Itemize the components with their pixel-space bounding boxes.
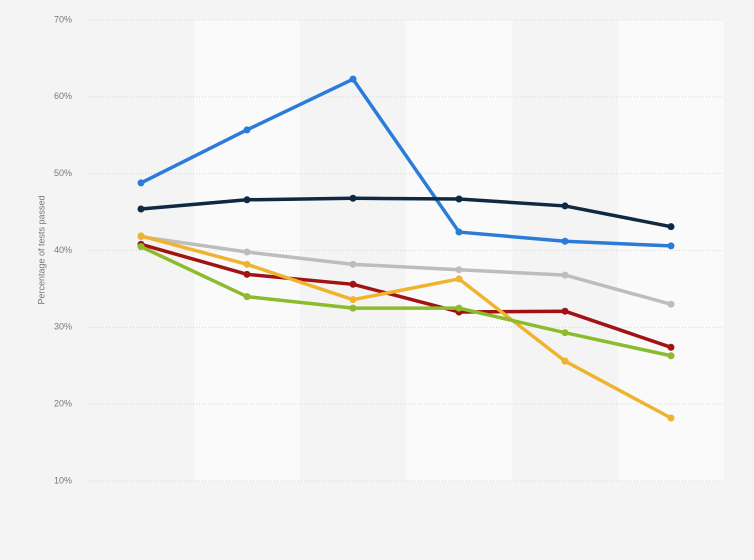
series-line (140, 196, 672, 229)
data-point (349, 280, 357, 288)
data-point (243, 270, 251, 278)
y-tick-label: 60% (54, 91, 72, 101)
column-band (618, 20, 724, 481)
series-line (140, 245, 672, 358)
data-point (561, 329, 569, 337)
data-point (243, 248, 251, 256)
y-tick-label: 30% (54, 322, 72, 332)
data-point (455, 228, 463, 236)
data-point (667, 343, 675, 351)
y-tick-label: 40% (54, 245, 72, 255)
data-point (455, 195, 463, 203)
data-point (667, 223, 675, 231)
data-point (561, 357, 569, 365)
y-tick-label: 70% (54, 14, 72, 24)
y-axis-label: Percentage of tests passed (36, 195, 46, 304)
data-point (561, 271, 569, 279)
y-tick-label: 50% (54, 168, 72, 178)
data-point (349, 260, 357, 268)
data-point (137, 232, 145, 240)
data-point (455, 275, 463, 283)
column-band (406, 20, 512, 481)
data-point (243, 260, 251, 268)
data-point (137, 243, 145, 251)
y-tick-label: 20% (54, 399, 72, 409)
y-tick-label: 10% (54, 475, 72, 485)
data-point (243, 196, 251, 204)
data-point (243, 293, 251, 301)
data-point (455, 266, 463, 274)
data-point (667, 414, 675, 422)
data-point (243, 126, 251, 134)
data-point (137, 205, 145, 213)
data-point (349, 75, 357, 83)
data-point (561, 237, 569, 245)
data-point (561, 307, 569, 315)
series-line (140, 77, 672, 248)
data-point (349, 194, 357, 202)
data-point (667, 300, 675, 308)
series-line (140, 234, 672, 420)
series-line (140, 242, 672, 349)
data-point (667, 242, 675, 250)
data-point (667, 352, 675, 360)
data-point (455, 304, 463, 312)
data-point (349, 296, 357, 304)
data-point (349, 304, 357, 312)
data-point (137, 179, 145, 187)
data-point (561, 202, 569, 210)
series-line (140, 234, 672, 306)
